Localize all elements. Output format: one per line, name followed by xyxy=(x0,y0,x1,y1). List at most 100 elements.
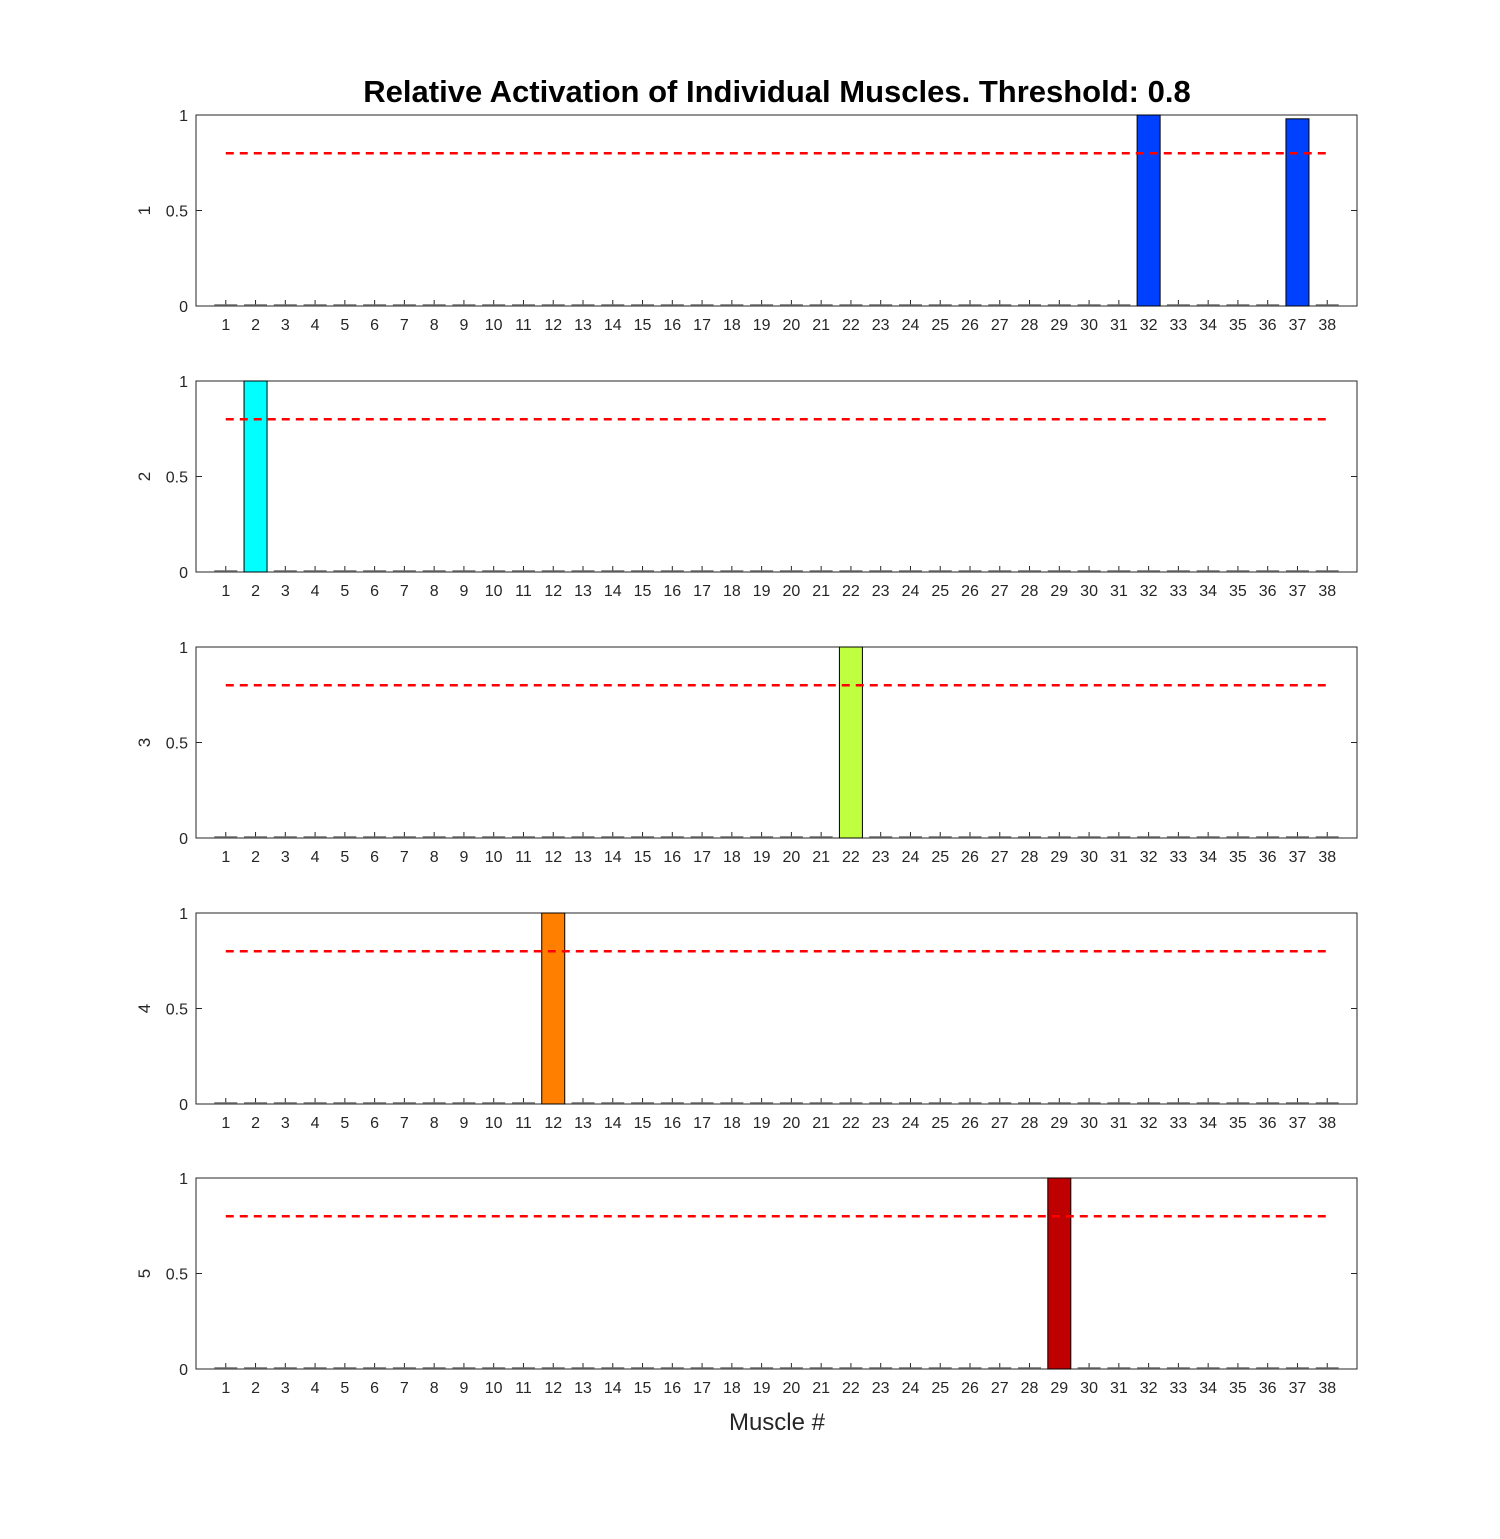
x-tick-label: 15 xyxy=(634,317,652,334)
x-tick-label: 32 xyxy=(1140,1115,1158,1132)
x-tick-label: 25 xyxy=(931,1380,949,1397)
x-tick-label: 16 xyxy=(663,583,681,600)
y-tick-label: 0 xyxy=(179,1097,188,1114)
x-tick-label: 37 xyxy=(1289,317,1307,334)
y-axis-label: 1 xyxy=(135,206,154,215)
y-tick-label: 0.5 xyxy=(166,1267,188,1284)
x-tick-label: 23 xyxy=(872,1380,890,1397)
x-tick-label: 9 xyxy=(459,583,468,600)
x-tick-label: 3 xyxy=(281,1380,290,1397)
y-axis-label: 3 xyxy=(135,738,154,747)
x-tick-label: 14 xyxy=(604,849,622,866)
x-tick-label: 34 xyxy=(1199,1115,1217,1132)
x-tick-label: 17 xyxy=(693,849,711,866)
x-tick-label: 35 xyxy=(1229,1380,1247,1397)
x-tick-label: 7 xyxy=(400,317,409,334)
x-tick-label: 36 xyxy=(1259,583,1277,600)
x-tick-label: 13 xyxy=(574,583,592,600)
x-tick-label: 30 xyxy=(1080,1115,1098,1132)
x-tick-label: 33 xyxy=(1169,583,1187,600)
x-tick-label: 11 xyxy=(515,1115,532,1132)
y-axis-label: 4 xyxy=(135,1004,154,1013)
y-tick-label: 1 xyxy=(179,640,188,657)
x-tick-label: 30 xyxy=(1080,1380,1098,1397)
x-tick-label: 9 xyxy=(459,317,468,334)
x-tick-label: 20 xyxy=(782,1380,800,1397)
x-tick-label: 19 xyxy=(753,583,771,600)
y-tick-label: 1 xyxy=(179,374,188,391)
x-tick-label: 6 xyxy=(370,849,379,866)
x-tick-label: 37 xyxy=(1289,583,1307,600)
x-tick-label: 16 xyxy=(663,317,681,334)
x-tick-label: 31 xyxy=(1110,317,1128,334)
x-tick-label: 22 xyxy=(842,849,860,866)
x-tick-label: 31 xyxy=(1110,583,1128,600)
x-tick-label: 25 xyxy=(931,583,949,600)
x-tick-label: 25 xyxy=(931,317,949,334)
x-tick-label: 2 xyxy=(251,1380,260,1397)
x-tick-label: 15 xyxy=(634,1115,652,1132)
x-tick-label: 8 xyxy=(430,1380,439,1397)
x-tick-label: 3 xyxy=(281,849,290,866)
x-tick-label: 24 xyxy=(902,1380,920,1397)
x-tick-label: 18 xyxy=(723,1380,741,1397)
x-tick-label: 15 xyxy=(634,1380,652,1397)
x-tick-label: 19 xyxy=(753,1115,771,1132)
x-tick-label: 21 xyxy=(812,317,830,334)
x-tick-label: 24 xyxy=(902,849,920,866)
y-axis-label: 5 xyxy=(135,1269,154,1278)
y-tick-label: 0.5 xyxy=(166,470,188,487)
x-tick-label: 38 xyxy=(1318,1115,1336,1132)
x-tick-label: 13 xyxy=(574,317,592,334)
x-tick-label: 27 xyxy=(991,317,1009,334)
x-tick-label: 9 xyxy=(459,1115,468,1132)
x-tick-label: 14 xyxy=(604,1380,622,1397)
x-tick-label: 18 xyxy=(723,583,741,600)
x-tick-label: 31 xyxy=(1110,1115,1128,1132)
x-tick-label: 38 xyxy=(1318,317,1336,334)
axes-box xyxy=(195,912,1358,1105)
x-tick-label: 29 xyxy=(1050,317,1068,334)
x-tick-label: 5 xyxy=(340,849,349,866)
x-tick-label: 17 xyxy=(693,1380,711,1397)
x-tick-label: 27 xyxy=(991,849,1009,866)
x-tick-label: 38 xyxy=(1318,849,1336,866)
x-tick-label: 29 xyxy=(1050,1115,1068,1132)
x-tick-label: 34 xyxy=(1199,1380,1217,1397)
x-tick-label: 28 xyxy=(1021,1380,1039,1397)
x-tick-label: 18 xyxy=(723,1115,741,1132)
x-tick-label: 15 xyxy=(634,583,652,600)
y-tick-label: 1 xyxy=(179,1171,188,1188)
x-tick-label: 33 xyxy=(1169,317,1187,334)
x-tick-label: 2 xyxy=(251,317,260,334)
x-tick-label: 3 xyxy=(281,1115,290,1132)
bar-muscle-32 xyxy=(1136,114,1161,307)
x-tick-label: 20 xyxy=(782,583,800,600)
x-tick-label: 28 xyxy=(1021,317,1039,334)
x-tick-label: 2 xyxy=(251,849,260,866)
x-tick-label: 16 xyxy=(663,1115,681,1132)
x-tick-label: 35 xyxy=(1229,1115,1247,1132)
x-tick-label: 8 xyxy=(430,583,439,600)
x-tick-label: 17 xyxy=(693,1115,711,1132)
x-tick-label: 35 xyxy=(1229,849,1247,866)
x-tick-label: 36 xyxy=(1259,849,1277,866)
x-tick-label: 7 xyxy=(400,849,409,866)
x-tick-label: 8 xyxy=(430,317,439,334)
x-tick-label: 2 xyxy=(251,1115,260,1132)
x-tick-label: 33 xyxy=(1169,1380,1187,1397)
x-tick-label: 11 xyxy=(515,583,532,600)
x-tick-label: 10 xyxy=(485,1115,503,1132)
x-tick-label: 23 xyxy=(872,1115,890,1132)
x-tick-label: 12 xyxy=(544,317,562,334)
x-tick-label: 35 xyxy=(1229,583,1247,600)
axes-box xyxy=(195,646,1358,839)
x-tick-label: 9 xyxy=(459,1380,468,1397)
x-tick-label: 8 xyxy=(430,1115,439,1132)
x-tick-label: 12 xyxy=(544,583,562,600)
x-tick-label: 15 xyxy=(634,849,652,866)
